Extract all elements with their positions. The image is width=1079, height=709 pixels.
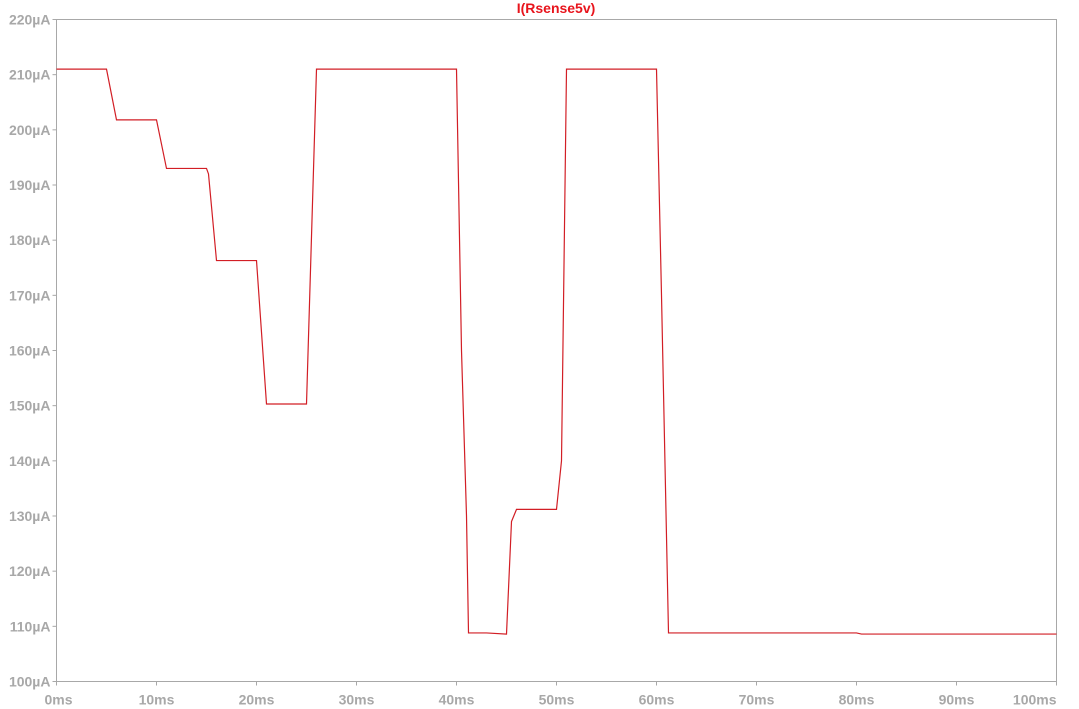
x-tick-label: 90ms [939,692,975,708]
x-tick-label: 60ms [639,692,675,708]
plot-traces [56,68,1057,635]
y-tick-label: 210µA [9,67,51,83]
x-tick-label: 20ms [239,692,275,708]
x-tick-label: 0ms [44,692,72,708]
y-tick-label: 130µA [9,508,51,524]
x-tick-label: 30ms [339,692,375,708]
y-tick-label: 140µA [9,453,51,469]
plot-area-frame [56,19,1057,682]
y-tick-label: 180µA [9,232,51,248]
x-axis: 0ms 10ms 20ms 30ms 40ms 50ms 60ms 70ms 80ms 90ms 1… [44,681,1057,708]
y-tick-label: 200µA [9,122,51,138]
x-tick-label: 80ms [839,692,875,708]
x-tick-label: 40ms [439,692,475,708]
x-tick-label: 70ms [739,692,775,708]
y-tick-label: 220µA [9,12,51,28]
y-axis: 100µA 110µA 120µA 130µA 140µA 150µA 160µA 170µA… [9,12,57,690]
y-tick-label: 170µA [9,287,51,303]
series-line [56,68,1057,635]
y-tick-label: 150µA [9,398,51,414]
y-tick-label: 100µA [9,674,51,690]
y-tick-label: 110µA [10,618,51,634]
x-tick-label: 10ms [139,692,175,708]
y-tick-label: 190µA [9,177,51,193]
x-tick-label: 100ms [1013,692,1057,708]
x-tick-label: 50ms [539,692,575,708]
y-tick-label: 120µA [9,563,51,579]
y-tick-label: 160µA [9,343,51,359]
chart-title: I(Rsense5v) [517,0,596,16]
